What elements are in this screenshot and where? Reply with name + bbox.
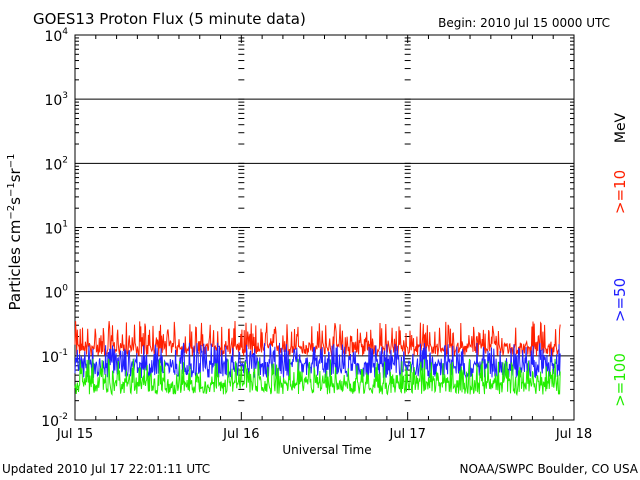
y-tick-label: 10-2 bbox=[41, 412, 68, 430]
y-tick-label: 10-1 bbox=[41, 348, 68, 366]
legend-entry: >=50 bbox=[611, 278, 629, 322]
y-tick-label: 104 bbox=[44, 27, 68, 45]
series-line-1 bbox=[74, 342, 561, 380]
y-tick-label: 102 bbox=[44, 155, 68, 173]
chart-title: GOES13 Proton Flux (5 minute data) bbox=[33, 10, 306, 28]
y-tick-label: 103 bbox=[44, 91, 68, 109]
x-tick-label: Jul 15 bbox=[56, 427, 93, 442]
updated-timestamp: Updated 2010 Jul 17 22:01:11 UTC bbox=[2, 462, 210, 476]
legend: MeV >=10 >=50 >=100 bbox=[611, 112, 629, 406]
x-tick-label: Jul 16 bbox=[222, 427, 259, 442]
x-tick-label: Jul 18 bbox=[555, 427, 592, 442]
begin-time-label: Begin: 2010 Jul 15 0000 UTC bbox=[438, 16, 610, 30]
y-axis-label: Particles cm−2s−1sr−1 bbox=[6, 154, 24, 311]
legend-entry: >=10 bbox=[611, 170, 629, 214]
y-tick-label: 100 bbox=[44, 284, 68, 302]
y-tick-label: 101 bbox=[44, 220, 68, 238]
credit-label: NOAA/SWPC Boulder, CO USA bbox=[460, 462, 639, 476]
legend-unit: MeV bbox=[613, 112, 629, 143]
legend-entry: >=100 bbox=[611, 353, 629, 407]
series-line-0 bbox=[74, 320, 561, 358]
x-tick-label: Jul 17 bbox=[388, 427, 425, 442]
series-line-2 bbox=[74, 358, 561, 397]
x-axis-label: Universal Time bbox=[282, 443, 371, 457]
plot-area: 10-2 10-1 100 101 102 103 104 Jul 15 Jul 16 Jul 1… bbox=[41, 27, 592, 442]
